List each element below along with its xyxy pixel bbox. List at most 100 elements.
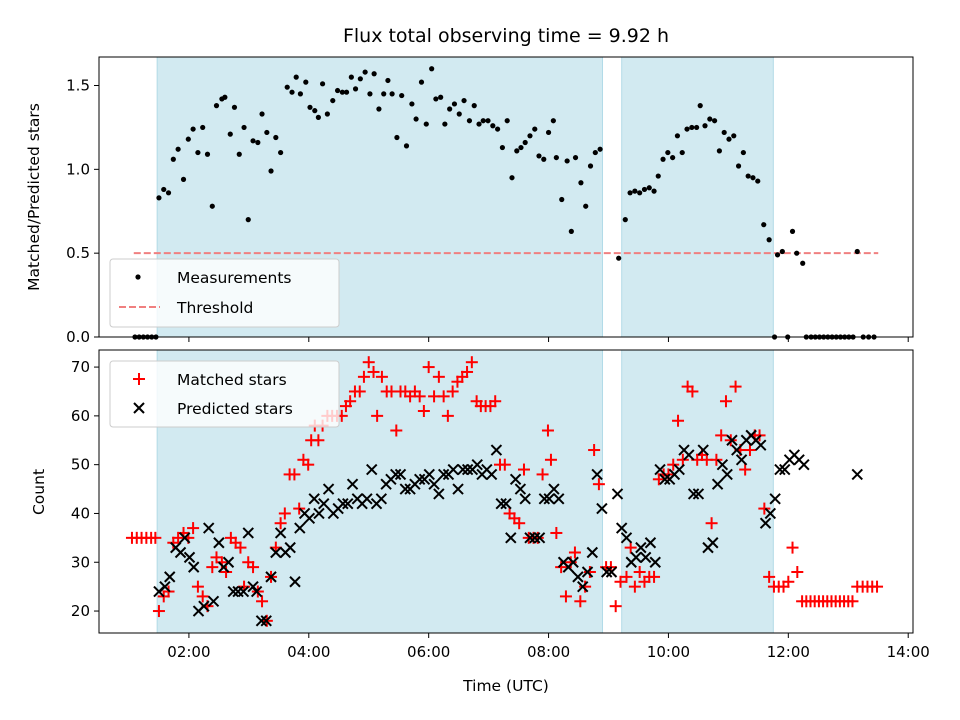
measurement-point [371,71,377,77]
matched-star-point [441,409,454,422]
predicted-star-point [260,615,272,627]
matched-star-point [206,561,219,574]
matched-star-point [555,561,568,574]
measurement-point [627,190,633,196]
matched-star-point [544,453,557,466]
count-panel: 20 30 40 50 60 70 02:00 04:00 06:00 08:00 10:00 12… [30,349,930,695]
measurement-point [800,260,806,266]
top-y-tick-label: 0.5 [66,244,90,262]
legend-measurements-label: Measurements [177,269,292,287]
predicted-star-point [413,473,426,486]
measurement-point [343,89,350,95]
matched-star-point [517,463,530,476]
measurement-point [209,203,215,209]
predicted-star-point [313,507,325,520]
matched-star-point [541,424,554,437]
predicted-star-point [611,488,624,500]
predicted-star-point [174,546,187,559]
predicted-star-point [490,444,503,456]
matched-star-point [465,356,478,369]
matched-star-point [437,390,450,403]
measurement-point [616,255,622,261]
predicted-star-point [342,497,354,510]
matched-star-point [461,365,474,378]
measurement-point [572,154,579,161]
measurement-point [334,87,341,94]
predicted-star-point [509,473,522,486]
matched-star-point [432,370,445,383]
predicted-star-point [553,493,565,505]
measurement-point [324,111,330,117]
matched-star-point [274,517,287,530]
measurement-point [200,124,206,131]
predicted-star-point [769,493,781,505]
matched-star-point [791,566,804,579]
measurement-point [241,124,247,131]
measurement-point [689,124,695,131]
matched-star-point [620,570,633,583]
matched-star-point [371,409,384,422]
predicted-star-point [461,463,474,476]
predicted-star-point [697,444,709,456]
x-tick-label: 06:00 [407,643,450,661]
measurement-point [273,134,279,141]
predicted-star-point [711,478,724,490]
measurement-point [665,149,671,156]
measurement-point [456,111,462,117]
predicted-star-point [620,532,633,544]
measurement-point [735,163,742,169]
measurement-point [319,81,326,87]
measurement-point [471,103,477,109]
predicted-star-point [673,463,685,476]
matched-star-point [624,541,637,554]
predicted-star-point [615,522,628,534]
predicted-star-point [605,566,618,578]
predicted-star-point [265,571,277,583]
measurement-point [466,118,473,124]
predicted-star-point [318,497,330,510]
matched-star-point [422,361,435,374]
predicted-star-point [755,439,767,451]
predicted-star-point [303,512,316,525]
measurement-point [348,74,354,80]
measurement-point [789,228,796,234]
measurement-point [161,186,167,193]
measurement-point [755,178,761,184]
top-y-ticks: 0.0 0.5 1.0 1.5 [66,77,99,346]
measurement-point [195,149,201,156]
matched-star-point [871,580,884,593]
predicted-star-point [519,493,531,505]
measurement-point [774,252,781,258]
measurement-point [740,149,746,156]
measurement-point [245,217,251,223]
legend-matched-marker [133,373,145,385]
bottom-y-tick-label: 40 [71,504,90,522]
measurement-point [794,250,800,256]
matched-star-point [196,590,209,603]
predicted-star-point [485,468,498,481]
predicted-star-point [687,488,700,500]
x-tick-label: 10:00 [647,643,690,661]
predicted-star-point [596,502,608,515]
measurement-point [447,106,453,112]
predicted-star-point [399,483,412,495]
measurement-point [854,248,860,255]
predicted-star-point [735,454,748,466]
predicted-star-point [572,571,584,583]
predicted-star-point [366,463,378,476]
measurement-point [312,108,318,114]
predicted-star-point [533,532,546,544]
measurement-point [278,149,284,156]
measurement-point [702,123,708,129]
predicted-star-point [375,493,388,505]
legend-threshold-label: Threshold [176,299,253,317]
measurement-points [132,66,877,340]
matched-star-point [278,507,291,520]
measurement-point [165,190,172,196]
measurement-point [655,173,661,179]
predicted-star-point [635,541,647,554]
predicted-star-point [337,497,349,510]
predicted-star-point [495,497,507,510]
measurement-point [518,144,524,151]
measurement-point [750,175,756,181]
